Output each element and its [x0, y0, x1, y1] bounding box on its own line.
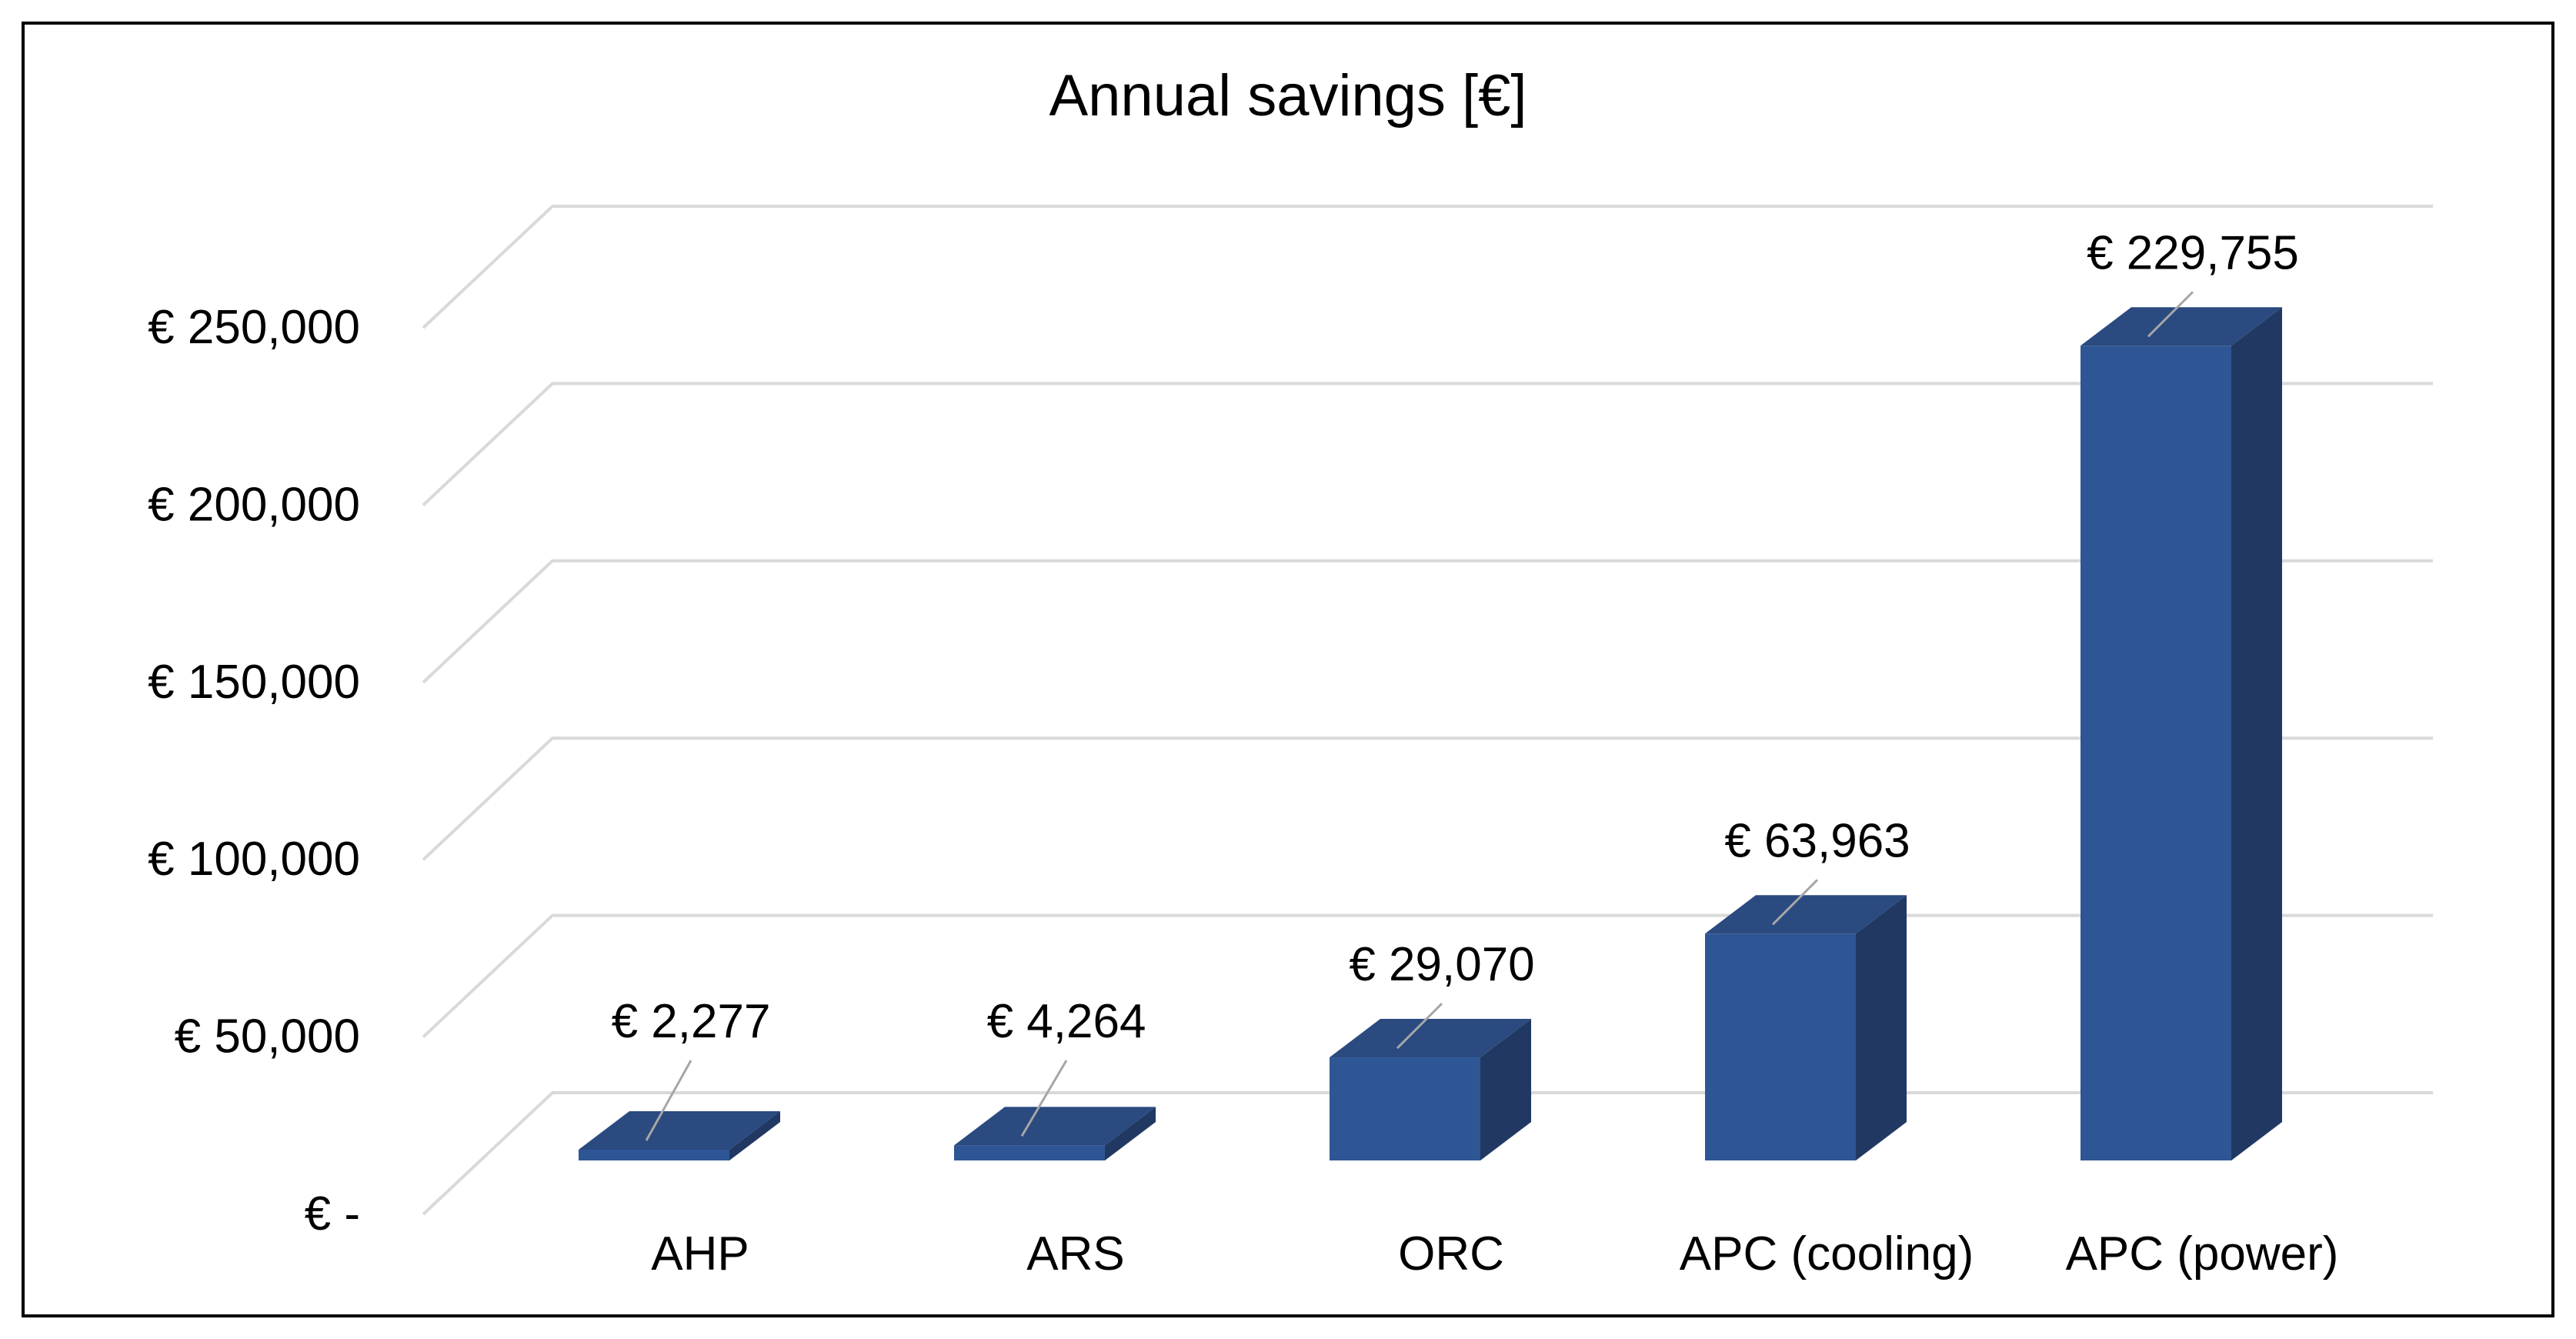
bar-side	[1856, 895, 1907, 1160]
data-label: € 63,963	[1724, 814, 1910, 867]
gridline	[422, 205, 2433, 329]
x-category-label: AHP	[651, 1227, 749, 1281]
data-label-leader	[1020, 1060, 1068, 1137]
bar-top	[2080, 307, 2282, 346]
bar	[954, 1145, 1105, 1160]
y-tick-label: € 50,000	[175, 1010, 360, 1064]
bar-side	[1480, 1019, 1531, 1160]
bar-side	[729, 1111, 780, 1160]
bars	[579, 307, 2282, 1161]
bar-top	[954, 1107, 1156, 1146]
data-label-leader	[2147, 291, 2194, 338]
data-label-leader	[645, 1060, 692, 1141]
data-label: € 229,755	[2087, 226, 2299, 279]
gridline	[422, 736, 2433, 861]
y-axis-tick-labels: € - € 50,000 € 100,000 € 150,000 € 200,000 € …	[148, 301, 360, 1240]
bar	[2080, 346, 2231, 1161]
data-label-leader	[1771, 879, 1819, 926]
x-category-label: APC (cooling)	[1680, 1227, 1974, 1281]
bar-top	[579, 1111, 780, 1150]
chart-title: Annual savings [€]	[1049, 63, 1527, 129]
data-label: € 29,070	[1349, 938, 1534, 991]
x-category-label: APC (power)	[2066, 1227, 2339, 1281]
bar-top	[1705, 895, 1907, 934]
y-tick-label: € 100,000	[148, 833, 360, 886]
gridline	[422, 382, 2433, 506]
data-labels: € 2,277 € 4,264 € 29,070 € 63,963 € 229,755	[612, 226, 2299, 1141]
x-axis-category-labels: AHP ARS ORC APC (cooling) APC (power)	[651, 1227, 2338, 1281]
gridline	[422, 559, 2433, 684]
y-tick-label: € -	[305, 1187, 360, 1240]
bar-side	[1105, 1107, 1156, 1160]
bar-side	[2231, 307, 2282, 1161]
x-category-label: ARS	[1026, 1227, 1124, 1281]
bar	[1705, 933, 1856, 1160]
data-label-leader	[1396, 1002, 1443, 1050]
bar	[579, 1150, 729, 1160]
data-label: € 2,277	[612, 995, 771, 1048]
y-tick-label: € 150,000	[148, 656, 360, 709]
data-label: € 4,264	[987, 995, 1146, 1048]
y-tick-label: € 200,000	[148, 478, 360, 531]
y-tick-label: € 250,000	[148, 301, 360, 354]
x-category-label: ORC	[1398, 1227, 1504, 1281]
bar-top	[1330, 1019, 1531, 1058]
bar	[1330, 1057, 1480, 1160]
